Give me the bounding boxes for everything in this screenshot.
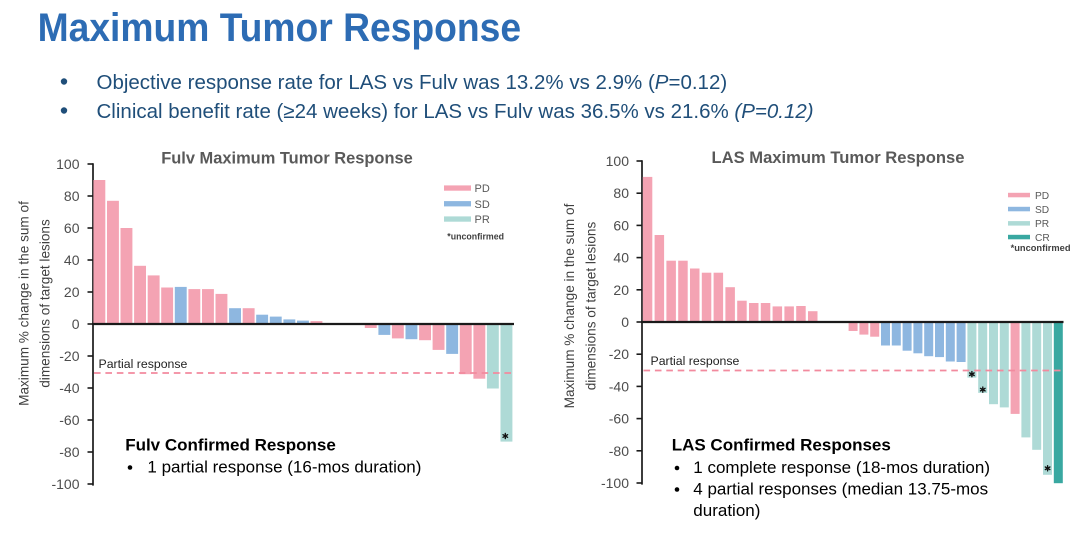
svg-text:dimensions of target lesions: dimensions of target lesions (584, 222, 599, 391)
svg-text:SD: SD (1035, 205, 1049, 216)
svg-text:Maximum % change in the sum of: Maximum % change in the sum of (562, 203, 577, 408)
svg-text:Partial response: Partial response (651, 354, 740, 368)
svg-text:-100: -100 (51, 476, 79, 492)
svg-text:-20: -20 (609, 346, 629, 362)
svg-text:PR: PR (1035, 219, 1049, 230)
svg-text:40: 40 (613, 250, 629, 266)
svg-text:60: 60 (64, 220, 80, 236)
svg-text:100: 100 (606, 153, 630, 169)
svg-text:*unconfirmed: *unconfirmed (1011, 243, 1071, 253)
svg-text:PD: PD (475, 183, 490, 195)
svg-text:*unconfirmed: *unconfirmed (447, 232, 504, 242)
svg-text:60: 60 (613, 217, 629, 233)
svg-text:Fulv Confirmed Response: Fulv Confirmed Response (125, 436, 336, 455)
svg-text:SD: SD (475, 199, 490, 211)
svg-text:Objective response rate for LA: Objective response rate for LAS vs Fulv … (97, 71, 728, 94)
svg-text:LAS Confirmed Responses: LAS Confirmed Responses (672, 436, 891, 455)
svg-text:80: 80 (613, 185, 629, 201)
svg-text:-60: -60 (59, 412, 79, 428)
svg-text:Partial response: Partial response (99, 357, 188, 371)
svg-text:Maximum % change in the sum o: Maximum % change in the sum of (17, 201, 32, 406)
svg-text:40: 40 (64, 252, 80, 268)
svg-text:20: 20 (613, 282, 629, 298)
svg-text:dimensions of target lesions: dimensions of target lesions (38, 219, 53, 388)
svg-text:LAS Maximum Tumor Response: LAS Maximum Tumor Response (712, 149, 965, 167)
svg-text:CR: CR (1035, 233, 1050, 244)
svg-text:-80: -80 (59, 444, 79, 460)
svg-text:-80: -80 (609, 443, 629, 459)
svg-text:-40: -40 (609, 378, 629, 394)
svg-text:PR: PR (475, 214, 490, 226)
svg-text:-20: -20 (59, 348, 79, 364)
svg-text:20: 20 (64, 284, 80, 300)
svg-text:-60: -60 (609, 411, 629, 427)
svg-text:1 partial response (16-mos dur: 1 partial response (16-mos duration) (147, 458, 421, 477)
svg-text:duration): duration) (693, 501, 760, 520)
svg-text:Fulv Maximum Tumor Response: Fulv Maximum Tumor Response (161, 150, 413, 168)
svg-text:Maximum Tumor Response: Maximum Tumor Response (38, 6, 521, 50)
svg-text:1 complete response (18-mos du: 1 complete response (18-mos duration) (693, 458, 990, 477)
svg-text:100: 100 (56, 156, 80, 172)
svg-text:4 partial responses (median 13: 4 partial responses (median 13.75-mos (693, 480, 988, 499)
svg-text:-100: -100 (601, 475, 629, 491)
svg-text:-40: -40 (59, 380, 79, 396)
svg-text:80: 80 (64, 188, 80, 204)
svg-text:PD: PD (1035, 191, 1049, 202)
svg-text:0: 0 (621, 314, 629, 330)
svg-text:Clinical benefit rate (≥24 wee: Clinical benefit rate (≥24 weeks) for LA… (97, 100, 814, 123)
svg-text:0: 0 (72, 316, 80, 332)
